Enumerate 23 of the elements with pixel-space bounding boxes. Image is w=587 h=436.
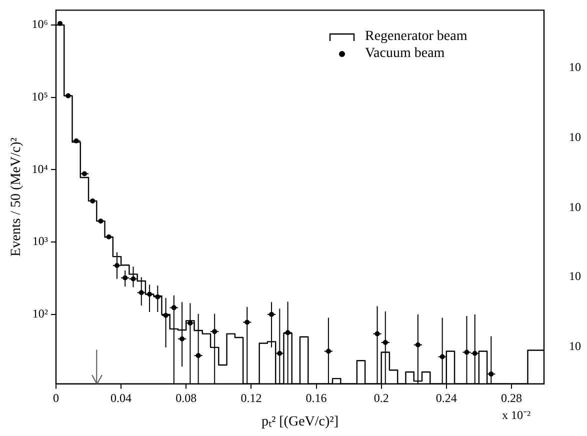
- y-tick-label: 10⁵: [32, 89, 48, 104]
- y-tick-label: 10⁶: [32, 17, 48, 32]
- x-tick-label: 0.12: [240, 391, 262, 406]
- y-tick-label: 10²: [32, 306, 48, 321]
- x-tick-label: 0.16: [306, 391, 327, 406]
- x-tick-label: 0: [52, 391, 59, 406]
- text: 10: [569, 338, 581, 354]
- x-tick-label: 0.08: [176, 391, 197, 406]
- x-tick-label: 0.04: [110, 391, 132, 406]
- x-tick-label: 0.28: [500, 391, 522, 406]
- y-tick-label: 10⁴: [32, 162, 48, 176]
- text: 10: [569, 269, 581, 284]
- y-axis-title: Events / 50 (MeV/c)²: [9, 138, 24, 256]
- text: 10: [569, 130, 581, 145]
- x-tick-label: 0.24: [436, 391, 457, 406]
- y-tick-label: 10³: [32, 234, 48, 248]
- text: 10: [569, 60, 581, 76]
- text: 10: [569, 200, 581, 214]
- legend-label: Regenerator beam: [365, 28, 468, 45]
- text: x 10⁻²: [502, 406, 531, 423]
- legend-label: Vacuum beam: [365, 46, 445, 62]
- x-tick-label: 0.2: [374, 391, 389, 406]
- x-axis-title: pₜ² [(GeV/c)²]: [261, 414, 339, 430]
